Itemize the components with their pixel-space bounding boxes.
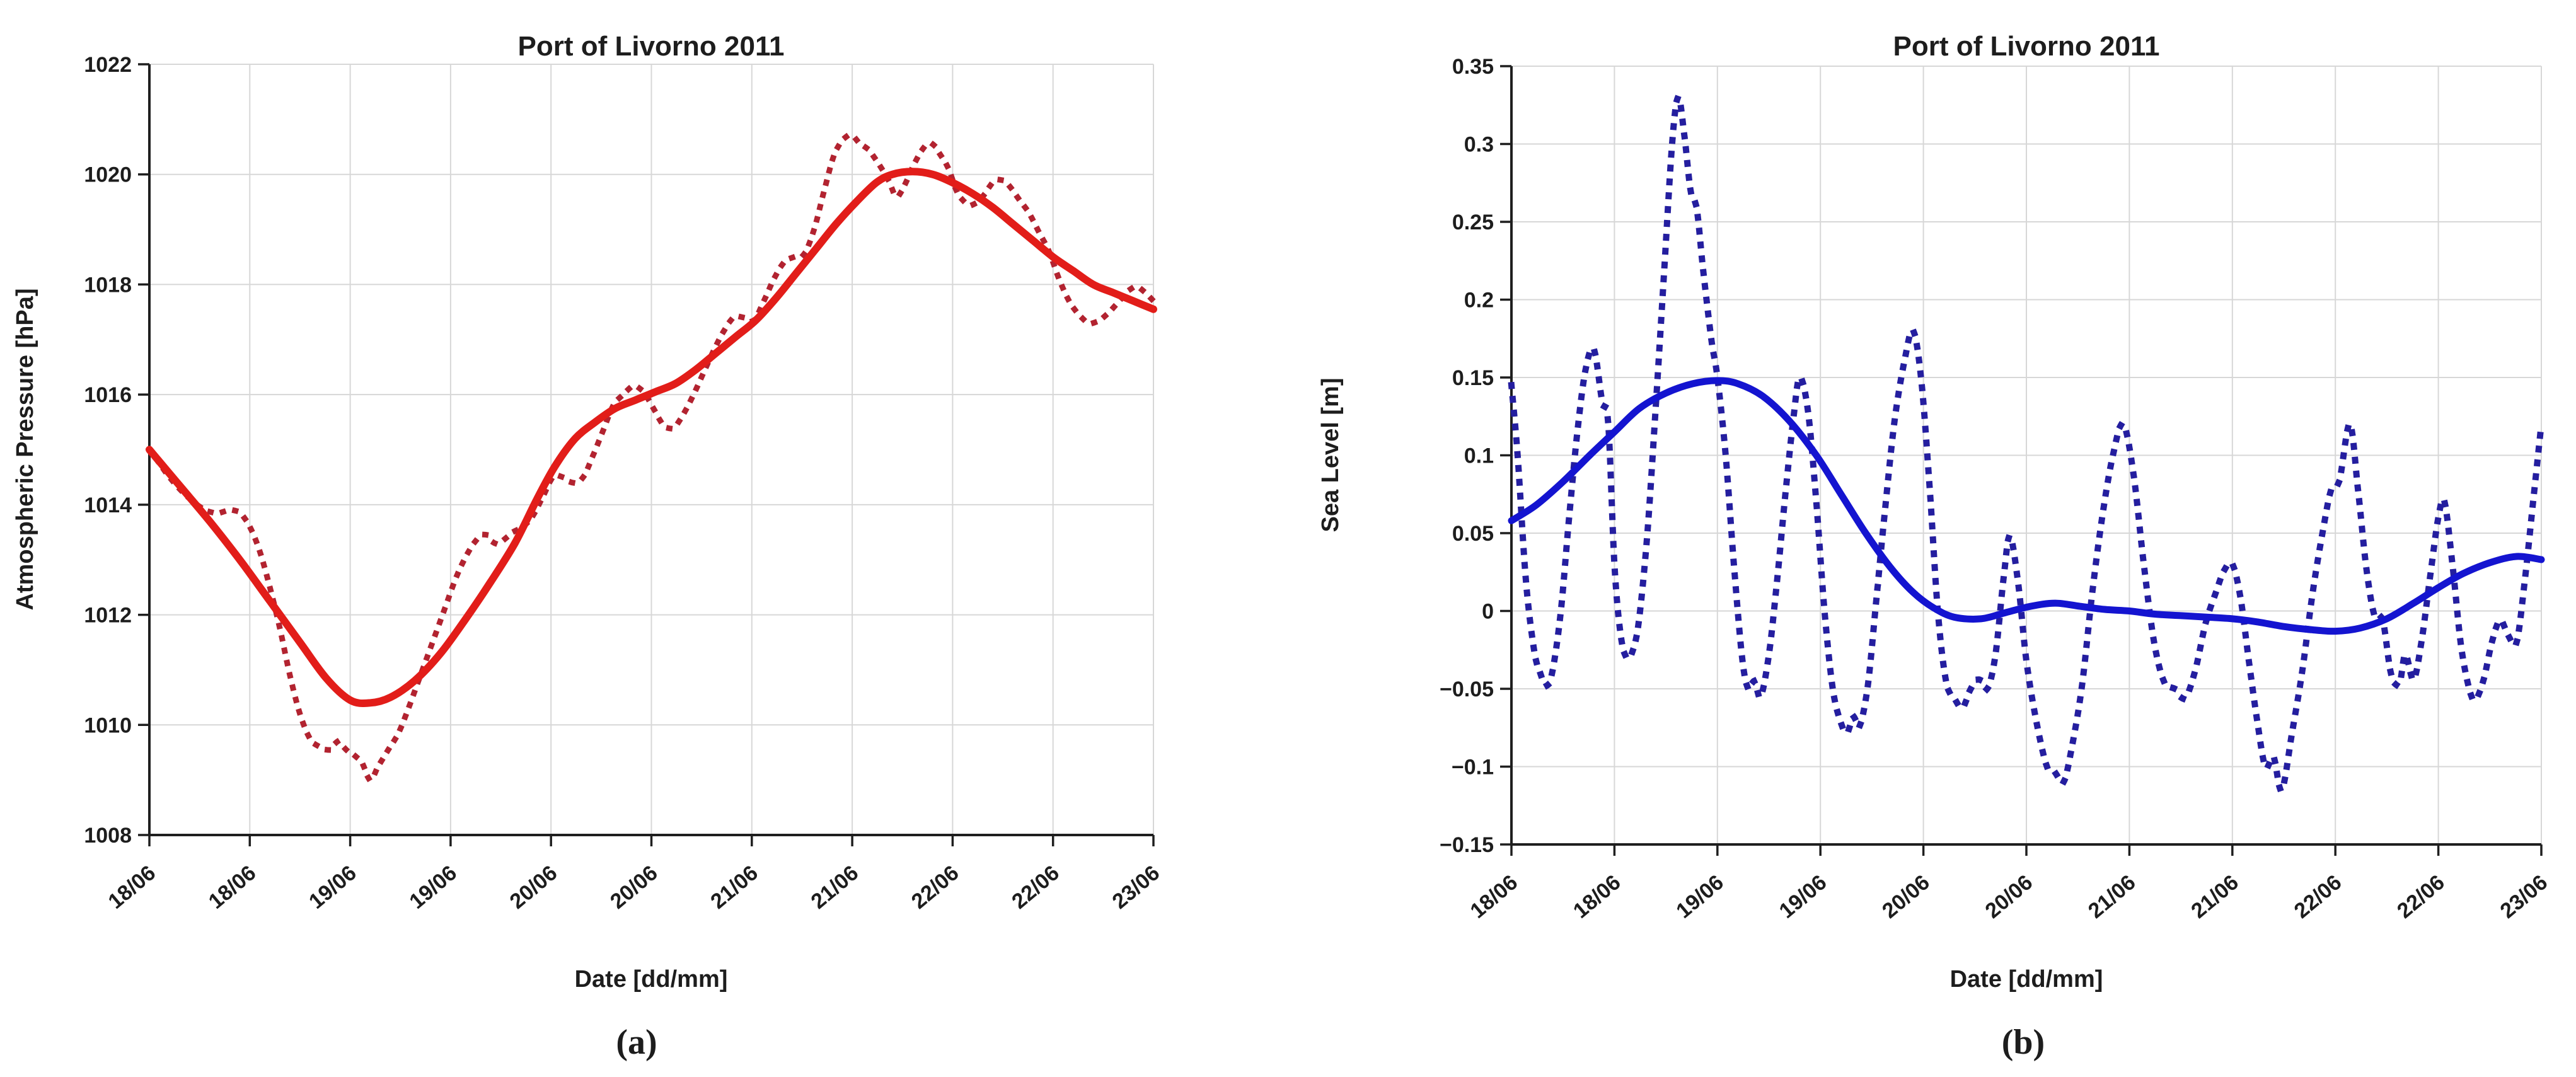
- x-tick-label: 23/06: [2496, 870, 2553, 923]
- y-tick-label: 1020: [84, 163, 132, 187]
- x-tick-label: 20/06: [1981, 870, 2038, 923]
- x-tick-label: 21/06: [706, 861, 763, 914]
- x-tick-label: 18/06: [1569, 870, 1626, 923]
- x-tick-label: 22/06: [1007, 861, 1064, 914]
- x-tick-label: 19/06: [405, 861, 461, 914]
- x-tick-label: 22/06: [2393, 870, 2449, 923]
- y-tick-label: 0.2: [1464, 289, 1494, 313]
- y-tick-label: 1010: [84, 713, 132, 737]
- series-line-solid: [146, 168, 1157, 708]
- x-tick-label: 22/06: [2290, 870, 2347, 923]
- series-line-solid: [1508, 377, 2545, 635]
- pressure-chart: 1008 1010 1012 1014 1016 1018 1020 1022 18/06 18/…: [12, 31, 1164, 1062]
- y-tick-label: −0.1: [1452, 756, 1494, 780]
- x-tick-label: 20/06: [1878, 870, 1934, 923]
- x-tick-label: 18/06: [204, 861, 261, 914]
- x-tick-label: 20/06: [606, 861, 662, 914]
- series-line-dotted: [145, 132, 1158, 783]
- x-tick-label: 21/06: [2084, 870, 2140, 923]
- x-axis-label-a: Date [dd/mm]: [575, 966, 728, 993]
- x-tick-label: 20/06: [505, 861, 562, 914]
- sea-level-panel: −0.15 −0.1 −0.05 0 0.05 0.1 0.15 0.2 0.25 0.3 0.35…: [1288, 0, 2576, 1077]
- y-tick-label: −0.05: [1440, 677, 1494, 701]
- y-tick-label: 1022: [84, 53, 132, 77]
- x-tick-label: 19/06: [304, 861, 361, 914]
- y-tick-label: 0: [1482, 600, 1494, 624]
- y-tick-label: 0.25: [1452, 210, 1494, 234]
- pressure-plot-layer: 1008 1010 1012 1014 1016 1018 1020 1022 18/06 18/…: [84, 53, 1164, 914]
- y-tick-label: 0.15: [1452, 366, 1494, 390]
- y-tick-label: 0.3: [1464, 133, 1494, 157]
- y-tick-label: 1018: [84, 273, 132, 297]
- sea-level-chart: −0.15 −0.1 −0.05 0 0.05 0.1 0.15 0.2 0.25 0.3 0.35…: [1317, 31, 2552, 1062]
- y-tick-label: 0.35: [1452, 55, 1494, 79]
- x-tick-label: 18/06: [1466, 870, 1523, 923]
- y-tick-label: 1008: [84, 824, 132, 848]
- y-axis-label-a: Atmospheric Pressure [hPa]: [12, 288, 38, 610]
- x-tick-label: 22/06: [907, 861, 964, 914]
- x-tick-label: 18/06: [104, 861, 161, 914]
- x-tick-label: 23/06: [1108, 861, 1165, 914]
- panel-caption-b: (b): [2002, 1023, 2045, 1062]
- chart-title-a: Port of Livorno 2011: [518, 31, 785, 62]
- y-axis-label-b: Sea Level [m]: [1317, 378, 1344, 533]
- x-tick-label: 19/06: [1672, 870, 1728, 923]
- pressure-panel: 1008 1010 1012 1014 1016 1018 1020 1022 18/06 18/…: [12, 31, 1164, 1062]
- sea-level-plot-layer: −0.15 −0.1 −0.05 0 0.05 0.1 0.15 0.2 0.25 0.3 0.35…: [1440, 55, 2552, 923]
- y-tick-label: 1016: [84, 383, 132, 407]
- y-tick-label: −0.15: [1440, 833, 1494, 857]
- y-tick-label: 0.05: [1452, 522, 1494, 546]
- x-tick-label: 21/06: [807, 861, 863, 914]
- y-tick-label: 1012: [84, 604, 132, 628]
- x-axis-label-b: Date [dd/mm]: [1950, 966, 2103, 993]
- chart-title-b: Port of Livorno 2011: [1893, 31, 2160, 62]
- x-tick-label: 19/06: [1775, 870, 1832, 923]
- panel-caption-a: (a): [616, 1023, 657, 1062]
- y-tick-label: 1014: [84, 493, 132, 517]
- series-line-dotted: [1508, 94, 2545, 793]
- y-tick-label: 0.1: [1464, 444, 1494, 468]
- x-tick-label: 21/06: [2186, 870, 2243, 923]
